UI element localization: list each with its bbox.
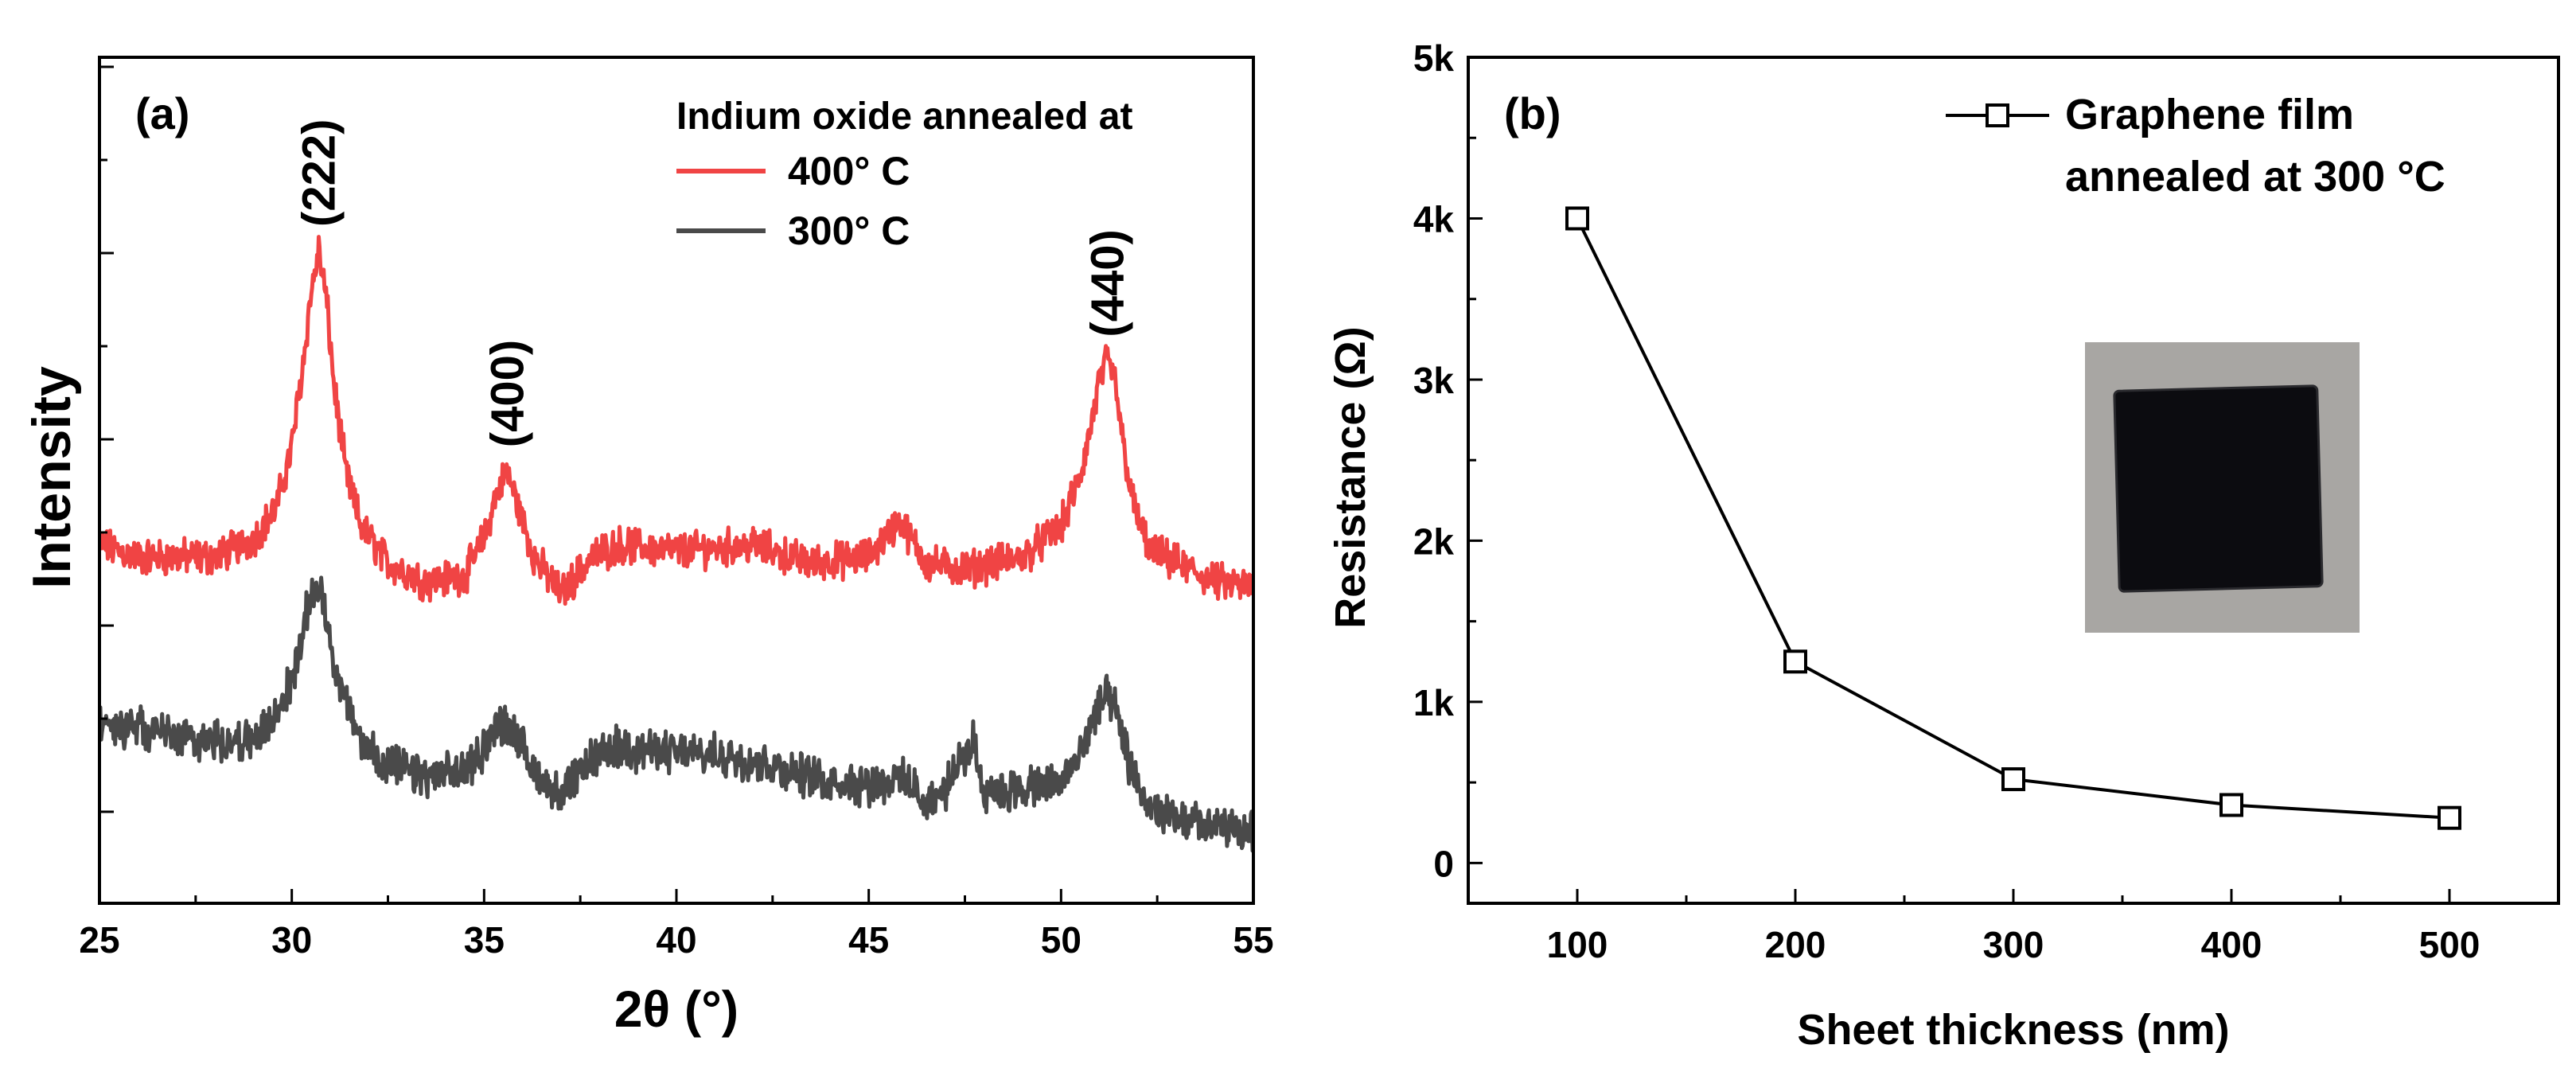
x-tick-label: 50 xyxy=(1041,919,1081,961)
peak-labels: (222) (400) (440) xyxy=(294,119,1134,448)
y-tick-label: 4k xyxy=(1413,198,1455,240)
series-line-300c xyxy=(101,575,1252,853)
data-point-marker xyxy=(1565,206,1589,231)
x-tick-label: 400 xyxy=(2201,924,2262,965)
legend-a: Indium oxide annealed at 400° C 300° C xyxy=(676,96,1132,253)
data-point-marker xyxy=(2219,793,2243,817)
x-tick-label: 100 xyxy=(1547,924,1608,965)
x-axis-ticks-b xyxy=(1576,889,2451,903)
legend-entry-graphene-line1: Graphene film xyxy=(2065,91,2354,138)
x-axis-tick-labels-b: 100 200 300 400 500 xyxy=(1547,924,2481,965)
x-tick-label: 500 xyxy=(2419,924,2481,965)
x-tick-label: 55 xyxy=(1233,919,1273,961)
x-tick-label: 200 xyxy=(1765,924,1826,965)
y-axis-label-b: Resistance (Ω) xyxy=(1327,326,1374,628)
inset-photo xyxy=(2085,342,2360,633)
x-axis-tick-labels: 25 30 35 40 45 50 55 xyxy=(79,919,1273,961)
x-tick-label: 30 xyxy=(271,919,312,961)
y-axis-label-a: Intensity xyxy=(21,366,82,589)
panel-b: 100 200 300 400 500 0 1k 2k 3k 4k 5k (b) Sheet th… xyxy=(1327,37,2560,1054)
legend-entry-300c: 300° C xyxy=(788,209,910,253)
peak-label-440: (440) xyxy=(1081,229,1133,337)
x-axis-ticks xyxy=(98,889,1255,903)
panel-a: 25 30 35 40 45 50 55 (a) 2θ (°) Intensity (222… xyxy=(21,56,1274,1038)
legend-b: Graphene film annealed at 300 °C xyxy=(1946,91,2445,201)
series-line-400c xyxy=(101,235,1252,606)
legend-entry-400c: 400° C xyxy=(788,149,910,193)
data-point-marker xyxy=(1783,649,1807,674)
legend-title-a: Indium oxide annealed at xyxy=(676,96,1132,138)
y-axis-tick-labels-b: 0 1k 2k 3k 4k 5k xyxy=(1413,37,1455,884)
x-tick-label: 35 xyxy=(464,919,505,961)
y-axis-ticks-b xyxy=(1468,56,1483,864)
y-axis-ticks xyxy=(99,65,114,813)
x-axis-label-a: 2θ (°) xyxy=(614,980,739,1038)
y-tick-label: 0 xyxy=(1433,843,1454,884)
x-axis-label-b: Sheet thickness (nm) xyxy=(1797,1006,2229,1054)
peak-label-222: (222) xyxy=(294,119,345,227)
y-tick-label: 3k xyxy=(1413,360,1455,401)
data-point-marker xyxy=(2438,805,2461,830)
x-tick-label: 300 xyxy=(1983,924,2044,965)
x-tick-label: 40 xyxy=(656,919,696,961)
legend-marker-graphene xyxy=(1986,103,2009,127)
legend-entry-graphene-line2: annealed at 300 °C xyxy=(2065,153,2445,201)
series-markers-graphene xyxy=(1565,206,2461,830)
inset-photo-film xyxy=(2113,384,2324,593)
data-point-marker xyxy=(2001,767,2025,792)
y-tick-label: 2k xyxy=(1413,520,1455,562)
peak-label-400: (400) xyxy=(481,340,533,447)
panel-label-b: (b) xyxy=(1504,88,1561,138)
panel-label-a: (a) xyxy=(135,88,189,138)
x-tick-label: 25 xyxy=(79,919,119,961)
x-tick-label: 45 xyxy=(848,919,889,961)
y-tick-label: 1k xyxy=(1413,682,1455,723)
y-tick-label: 5k xyxy=(1413,37,1455,79)
